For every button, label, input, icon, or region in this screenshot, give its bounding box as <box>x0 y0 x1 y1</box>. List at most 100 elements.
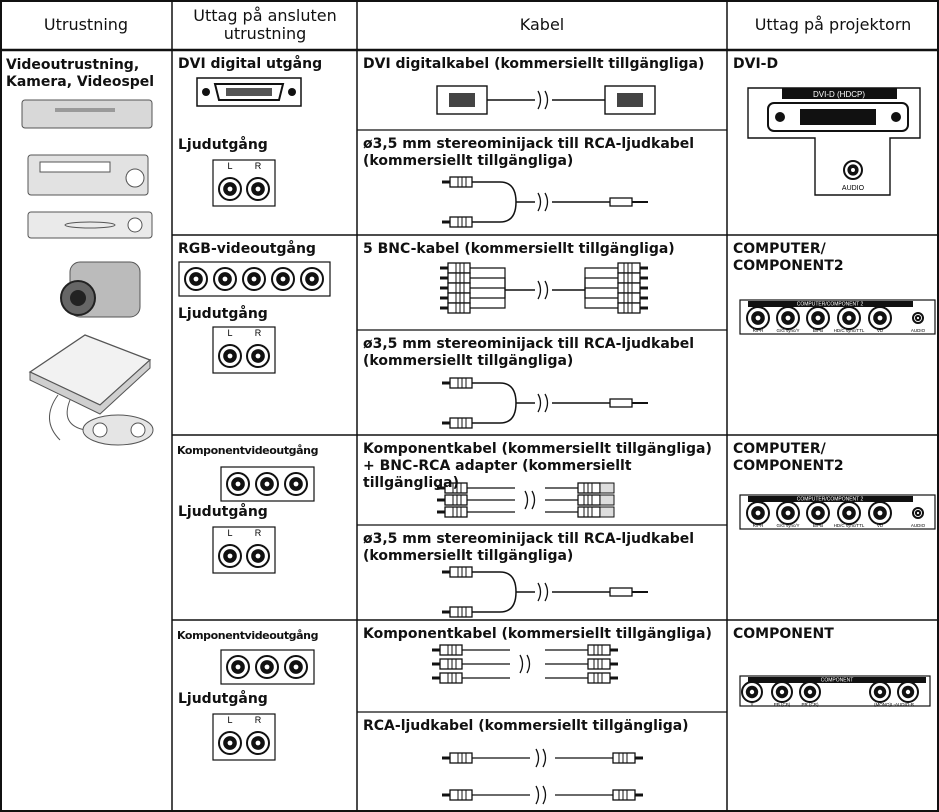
projector-port-label: DVI-D <box>733 56 779 72</box>
output-label: Ljudutgång <box>178 137 268 153</box>
jack-label: R <box>255 528 262 538</box>
plug <box>617 272 641 284</box>
plug <box>617 262 641 274</box>
cable-wire <box>470 287 618 290</box>
output-label: DVI digital utgång <box>178 56 323 72</box>
cable-label: RCA-ljudkabel (kommersiellt tillgängliga… <box>363 718 689 734</box>
jack-pin <box>779 689 785 695</box>
controller-pad <box>92 422 108 438</box>
jack-pin <box>877 689 883 695</box>
port-label: B/PB <box>813 523 823 528</box>
cable-wire <box>470 290 618 309</box>
cable-break <box>535 785 547 805</box>
header-cell: Uttag på projektorn <box>754 15 912 34</box>
cable-wire <box>470 267 618 290</box>
panel-title: COMPONENT <box>821 678 854 684</box>
dvd-recorder <box>21 99 153 129</box>
jack-pin <box>227 186 233 192</box>
jack-pin <box>222 276 228 282</box>
cable-break <box>537 90 549 110</box>
jack-pin <box>755 510 761 516</box>
cable-break <box>519 654 531 674</box>
cable-label: Komponentkabel (kommersiellt tillgänglig… <box>363 441 712 491</box>
cable-wire <box>470 277 618 290</box>
cable-wire <box>470 290 618 299</box>
jack-pin <box>264 664 270 670</box>
port-label: PB (CB) <box>774 702 791 707</box>
dvi-plug-pins <box>617 93 643 107</box>
dvi-screw <box>288 88 296 96</box>
jack-pin <box>227 553 233 559</box>
minijack <box>609 398 633 408</box>
port-label: G/G sync/Y <box>776 523 799 528</box>
plug <box>447 302 471 314</box>
dvi-screw <box>891 112 901 122</box>
jack-pin <box>846 315 852 321</box>
port-label: VD <box>877 523 884 528</box>
plug <box>447 272 471 284</box>
dvd-player-pad <box>127 217 143 233</box>
dvd-player-tray <box>64 221 116 229</box>
panel-bar <box>748 677 926 683</box>
port-label: (MONO)L-AUDIO-R <box>874 702 915 707</box>
jack-pin <box>255 553 261 559</box>
projector-port-label: COMPUTER/ COMPONENT2 <box>733 441 844 474</box>
jack-pin <box>193 276 199 282</box>
jack-pin <box>293 664 299 670</box>
port-label: AUDIO <box>911 523 926 528</box>
plug <box>444 494 468 506</box>
jack-pin <box>785 315 791 321</box>
header-cell: Uttag på ansluten utrustning <box>193 6 337 43</box>
jack-pin <box>309 276 315 282</box>
cable-label: ø3,5 mm stereominijack till RCA-ljudkabe… <box>363 336 695 369</box>
jack-label: L <box>227 161 232 171</box>
plug <box>449 606 473 618</box>
jack-pin <box>916 511 920 515</box>
plug <box>612 789 636 801</box>
jack-label: L <box>227 715 232 725</box>
output-label: Ljudutgång <box>178 691 268 707</box>
plug <box>587 672 611 684</box>
cable-wire <box>472 382 535 424</box>
jack-label: R <box>255 328 262 338</box>
port-label: R/PR <box>753 523 765 528</box>
port-label: VD <box>877 328 884 333</box>
panel-bar <box>748 496 913 502</box>
cable-label: ø3,5 mm stereominijack till RCA-ljudkabe… <box>363 136 695 169</box>
jack-label: L <box>227 328 232 338</box>
dvi-screw <box>202 88 210 96</box>
cable-break <box>524 490 536 510</box>
plug <box>449 417 473 429</box>
vcr-slot <box>39 161 111 173</box>
minijack <box>609 587 633 597</box>
cable-break <box>537 582 549 602</box>
game-cable <box>49 394 86 441</box>
plug <box>612 752 636 764</box>
plug <box>439 644 463 656</box>
equipment-label: Videoutrustning, Kamera, Videospel <box>6 57 155 90</box>
plug <box>449 752 473 764</box>
jack-pin <box>807 689 813 695</box>
output-label: Komponentvideoutgång <box>177 444 319 457</box>
jack-pin <box>235 664 241 670</box>
plug <box>587 644 611 656</box>
cable-wire <box>472 571 535 613</box>
jack-label: R <box>255 715 262 725</box>
plug <box>447 282 471 294</box>
panel-title: COMPUTER/COMPONENT 2 <box>797 302 864 308</box>
port-label: HD/C sync/TTL <box>834 328 865 333</box>
jack-label: R <box>255 161 262 171</box>
jack-pin <box>255 186 261 192</box>
plug <box>617 282 641 294</box>
plug <box>444 506 468 518</box>
jack-label: L <box>227 528 232 538</box>
plug <box>449 566 473 578</box>
game-controller <box>82 414 154 446</box>
jack-pin <box>293 481 299 487</box>
panel-title: COMPUTER/COMPONENT 2 <box>797 497 864 503</box>
cable-break <box>535 748 547 768</box>
jack-pin <box>877 510 883 516</box>
port-label: AUDIO <box>911 328 926 333</box>
